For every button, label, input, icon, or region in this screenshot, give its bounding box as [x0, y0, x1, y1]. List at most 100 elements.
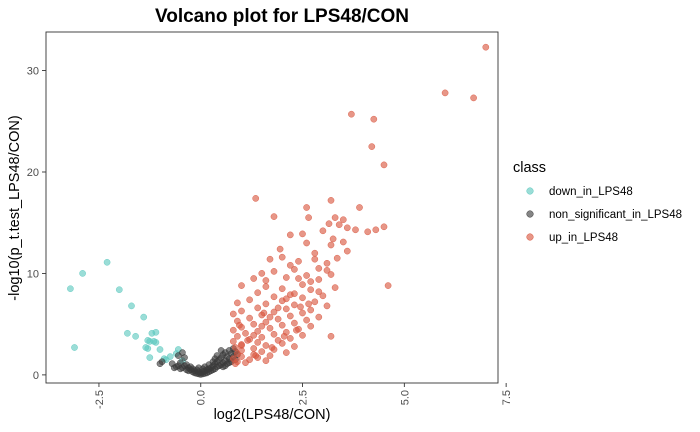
data-point	[258, 322, 266, 330]
data-point	[291, 319, 298, 327]
data-point	[339, 238, 347, 246]
data-point	[217, 347, 225, 354]
legend-title: class	[513, 160, 546, 176]
data-point	[286, 335, 294, 342]
data-point	[246, 314, 253, 322]
data-point	[278, 253, 286, 261]
data-point	[307, 286, 315, 294]
data-point	[333, 254, 341, 262]
data-point	[270, 293, 278, 301]
data-point	[79, 270, 86, 277]
data-point	[232, 344, 239, 351]
data-point	[305, 214, 312, 221]
data-point	[291, 301, 298, 309]
data-point	[356, 204, 363, 211]
data-point	[282, 305, 290, 313]
data-point	[250, 345, 258, 352]
y-axis: 0 10 20 30	[27, 66, 46, 382]
data-point	[343, 247, 351, 255]
data-point	[270, 330, 278, 338]
data-point	[470, 94, 477, 102]
data-point	[270, 268, 278, 275]
y-tick-label: 30	[27, 66, 39, 78]
data-point	[278, 321, 286, 329]
data-point	[258, 333, 266, 341]
data-point	[323, 259, 331, 267]
data-point	[303, 204, 310, 211]
legend-label: non_significant_in_LPS48	[549, 209, 682, 221]
data-point	[250, 331, 258, 339]
data-point	[146, 354, 154, 361]
data-point	[278, 340, 286, 347]
data-point	[274, 315, 282, 323]
data-point	[262, 283, 270, 290]
x-axis: -2.5 0.0 2.5 5.0 7.5	[94, 383, 513, 409]
data-point	[238, 307, 245, 315]
data-point	[236, 321, 243, 329]
data-point	[291, 290, 298, 298]
data-point	[252, 352, 260, 359]
data-point	[327, 197, 335, 204]
data-point	[250, 275, 258, 282]
data-point	[335, 221, 343, 229]
data-point	[234, 299, 241, 307]
data-point	[303, 272, 310, 279]
data-point	[128, 302, 135, 310]
data-point	[262, 357, 270, 365]
y-axis-title: -log10(p_t.test_LPS48/CON)	[7, 115, 23, 300]
y-tick-label: 10	[27, 268, 39, 280]
y-tick-label: 20	[27, 167, 39, 179]
data-point	[323, 302, 331, 310]
data-point	[295, 275, 302, 282]
data-point	[384, 282, 392, 289]
data-point	[327, 332, 335, 340]
data-point	[368, 143, 376, 150]
data-point	[372, 226, 380, 234]
data-point	[299, 230, 306, 238]
data-point	[299, 294, 306, 302]
plot-area	[45, 31, 499, 384]
data-point	[219, 363, 227, 371]
legend-key	[526, 210, 534, 218]
data-point	[234, 332, 241, 340]
data-point	[67, 285, 74, 293]
data-point	[348, 110, 355, 118]
data-point	[71, 344, 78, 351]
data-point	[315, 313, 323, 321]
data-point	[299, 331, 306, 339]
data-point	[250, 320, 258, 328]
data-point	[286, 231, 294, 239]
data-point	[260, 309, 268, 317]
data-point	[229, 326, 237, 334]
data-point	[103, 258, 111, 266]
data-point	[380, 223, 388, 231]
data-point	[339, 216, 347, 224]
data-point	[266, 352, 274, 359]
data-point	[482, 43, 490, 51]
data-point	[311, 298, 319, 306]
data-point	[238, 353, 245, 360]
data-point	[315, 276, 323, 283]
data-point	[307, 306, 315, 314]
data-point	[124, 329, 131, 337]
data-point	[282, 274, 290, 281]
x-tick-label: 7.5	[501, 390, 513, 405]
legend: class down_in_LPS48 non_significant_in_LP…	[513, 160, 682, 244]
data-point	[291, 343, 298, 350]
data-point	[282, 295, 290, 303]
data-point	[115, 286, 123, 294]
data-point	[293, 326, 300, 334]
data-point	[152, 339, 160, 346]
data-point	[307, 278, 315, 285]
data-point	[229, 338, 237, 345]
data-point	[229, 310, 237, 318]
data-point	[258, 348, 266, 355]
data-point	[303, 239, 310, 247]
data-point	[299, 281, 306, 288]
legend-key	[526, 233, 534, 241]
x-tick-label: -2.5	[94, 390, 106, 409]
data-point	[305, 300, 312, 308]
data-point	[140, 313, 148, 321]
x-tick-label: 0.0	[196, 390, 208, 405]
